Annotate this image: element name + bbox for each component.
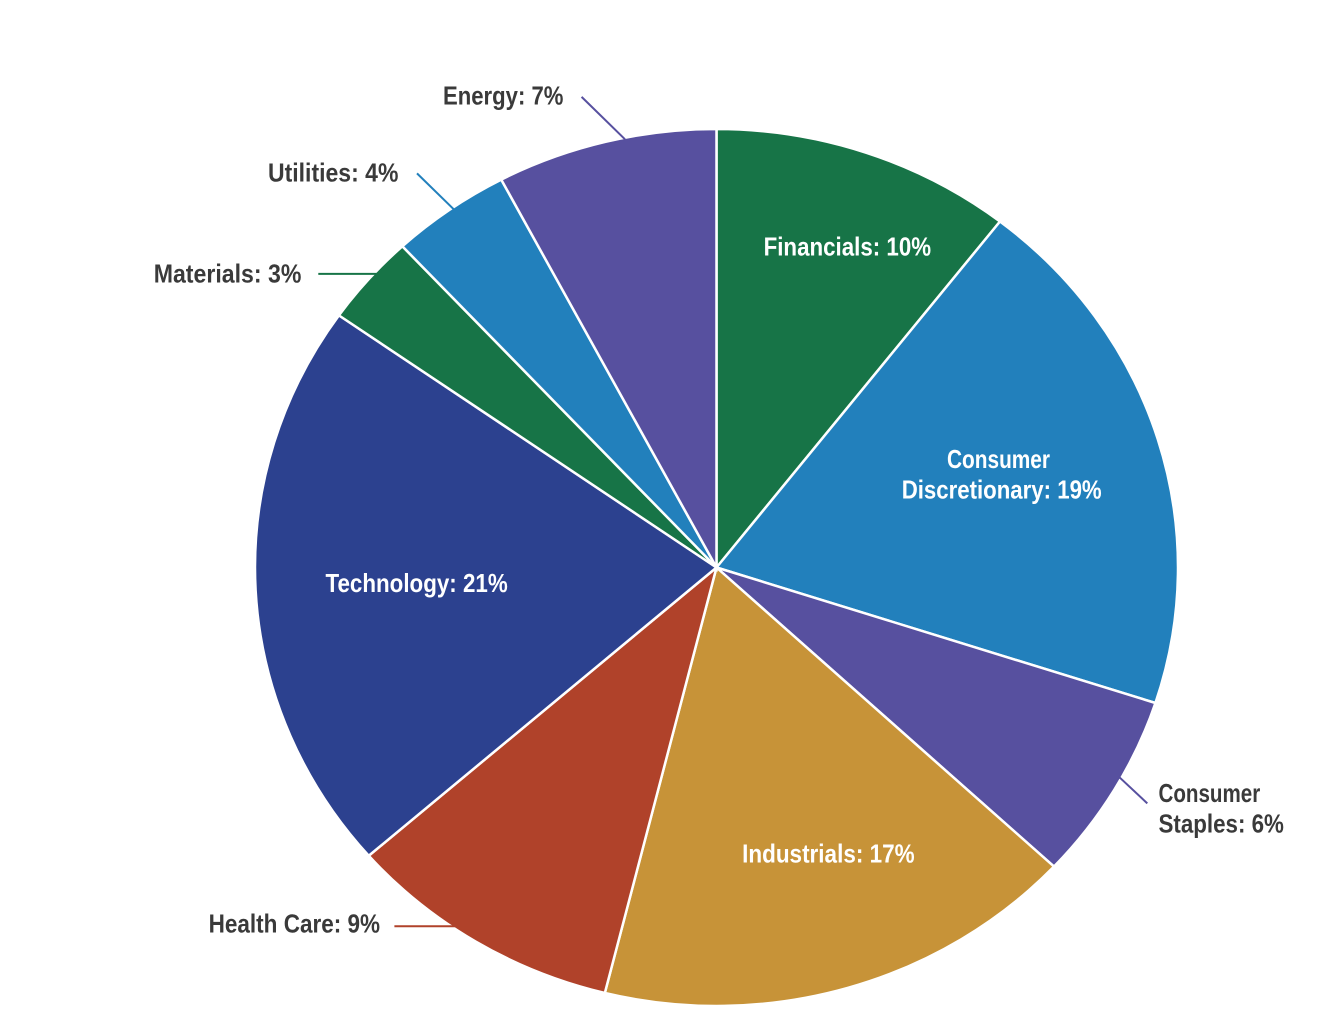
svg-text:Energy: 7%: Energy: 7% [443,81,563,111]
svg-text:Financials: 10%: Financials: 10% [764,231,932,261]
svg-text:Staples: 6%: Staples: 6% [1159,809,1284,839]
svg-text:Technology: 21%: Technology: 21% [326,568,508,598]
svg-text:Industrials: 17%: Industrials: 17% [742,839,915,869]
svg-text:Health Care: 9%: Health Care: 9% [209,909,381,939]
svg-text:Discretionary: 19%: Discretionary: 19% [902,474,1102,504]
svg-text:Consumer: Consumer [1159,778,1261,808]
svg-text:Consumer: Consumer [947,444,1050,474]
svg-text:Utilities: 4%: Utilities: 4% [268,158,398,188]
svg-text:Materials: 3%: Materials: 3% [154,259,302,289]
